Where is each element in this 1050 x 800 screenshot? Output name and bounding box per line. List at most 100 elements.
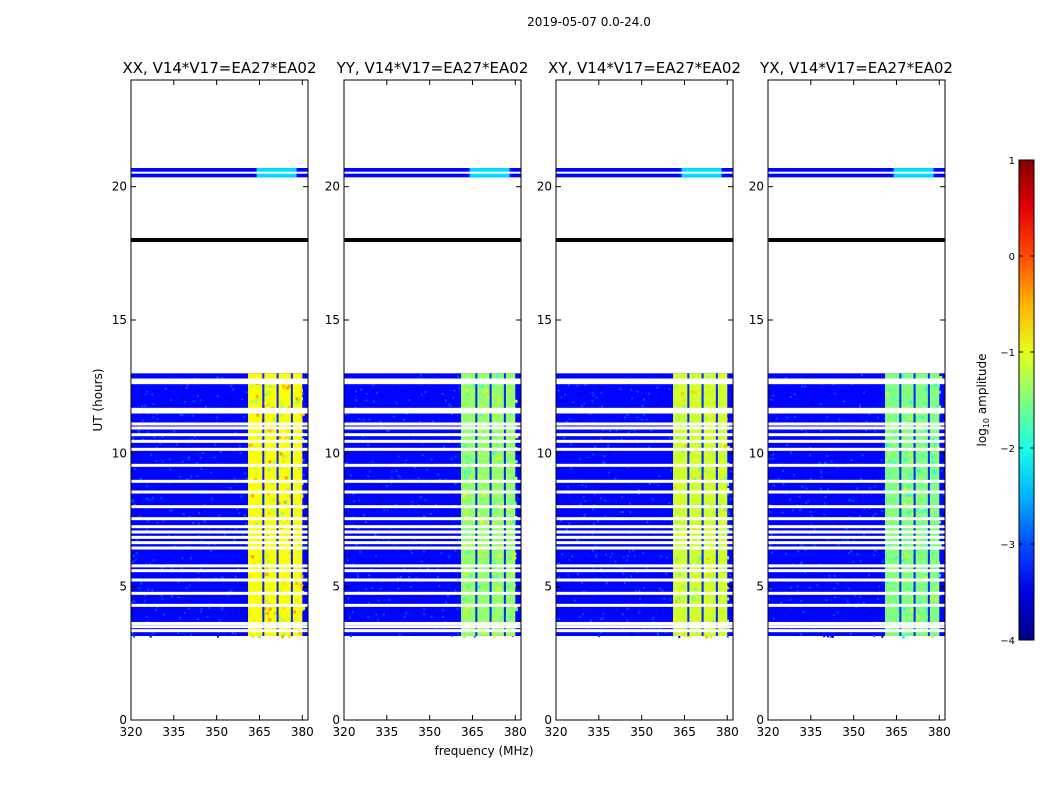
noise-cell (833, 574, 836, 577)
noise-cell (800, 385, 803, 388)
noise-cell (156, 418, 159, 421)
noise-cell (399, 476, 402, 479)
flagged-row (556, 378, 733, 382)
band-cell (295, 401, 299, 405)
flagged-row (768, 505, 945, 509)
noise-cell (810, 573, 813, 576)
noise-cell (797, 393, 800, 396)
noise-cell (137, 444, 140, 447)
band-cell (711, 575, 715, 579)
band-cell (486, 395, 490, 399)
noise-cell (145, 497, 148, 500)
band-cell (724, 417, 728, 421)
noise-cell (643, 482, 646, 485)
noise-cell (376, 389, 379, 392)
noise-cell (591, 460, 594, 463)
noise-cell (144, 393, 147, 396)
band-cell (916, 544, 920, 548)
noise-cell (852, 520, 855, 523)
noise-cell (192, 522, 195, 525)
noise-cell (379, 502, 382, 505)
band-cell (479, 562, 483, 566)
band-cell (885, 443, 889, 447)
noise-cell (614, 560, 617, 563)
noise-cell (215, 598, 218, 601)
band-cell (908, 453, 912, 457)
band-cell (300, 607, 304, 611)
band-cell (677, 544, 681, 548)
noise-cell (420, 374, 423, 377)
noise-cell (572, 509, 575, 512)
noise-cell (821, 594, 824, 597)
band-cell (494, 584, 498, 588)
noise-cell (662, 419, 665, 422)
flagged-row (556, 541, 733, 545)
noise-cell (846, 599, 849, 602)
noise-cell (169, 468, 172, 471)
band-cell (695, 581, 699, 585)
flagged-row (556, 479, 733, 483)
y-tick-label: 5 (756, 580, 764, 594)
noise-cell (880, 520, 883, 523)
band-cell (278, 519, 282, 523)
noise-cell (379, 420, 382, 423)
noise-cell (408, 576, 411, 579)
noise-cell (379, 587, 382, 590)
noise-cell (582, 590, 585, 593)
noise-cell (824, 496, 827, 499)
noise-cell (636, 597, 639, 600)
x-tick-label: 350 (842, 725, 865, 739)
noise-cell (793, 415, 796, 418)
noise-cell (152, 559, 155, 562)
noise-cell (162, 519, 165, 522)
noise-cell (216, 635, 219, 638)
noise-cell (664, 606, 667, 609)
noise-cell (196, 474, 199, 477)
noise-cell (595, 555, 598, 558)
noise-cell (659, 584, 662, 587)
noise-cell (458, 498, 461, 501)
flagged-row (131, 407, 308, 411)
noise-cell (192, 633, 195, 636)
noise-cell (144, 404, 147, 407)
band-cell (931, 594, 935, 598)
noise-cell (155, 412, 158, 415)
noise-cell (152, 403, 155, 406)
noise-cell (164, 486, 167, 489)
band-cell (904, 493, 908, 497)
flagged-row (344, 625, 521, 629)
flagged-row (556, 629, 733, 633)
band-cell (288, 475, 292, 479)
band-cell (470, 458, 474, 462)
band-cell (494, 444, 498, 448)
noise-cell (230, 613, 233, 616)
noise-cell (161, 404, 164, 407)
noise-cell (441, 393, 444, 396)
noise-cell (152, 632, 155, 635)
band-cell (463, 445, 467, 449)
noise-cell (444, 485, 447, 488)
band-cell (482, 503, 486, 507)
noise-cell (877, 598, 880, 601)
band-cell (299, 413, 303, 417)
noise-cell (352, 493, 355, 496)
band-cell (264, 384, 268, 388)
noise-cell (822, 587, 825, 590)
band-cell (673, 485, 677, 489)
noise-cell (383, 375, 386, 378)
flag-line (768, 238, 945, 242)
band-cell (274, 509, 278, 513)
noise-cell (140, 582, 143, 585)
band-cell (933, 442, 937, 446)
x-tick-label: 380 (291, 725, 314, 739)
noise-cell (147, 588, 150, 591)
noise-cell (194, 435, 197, 438)
noise-cell (136, 383, 139, 386)
band-cell (680, 449, 684, 453)
noise-cell (149, 635, 152, 638)
noise-cell (151, 589, 154, 592)
noise-cell (345, 413, 348, 416)
noise-cell (374, 554, 377, 557)
